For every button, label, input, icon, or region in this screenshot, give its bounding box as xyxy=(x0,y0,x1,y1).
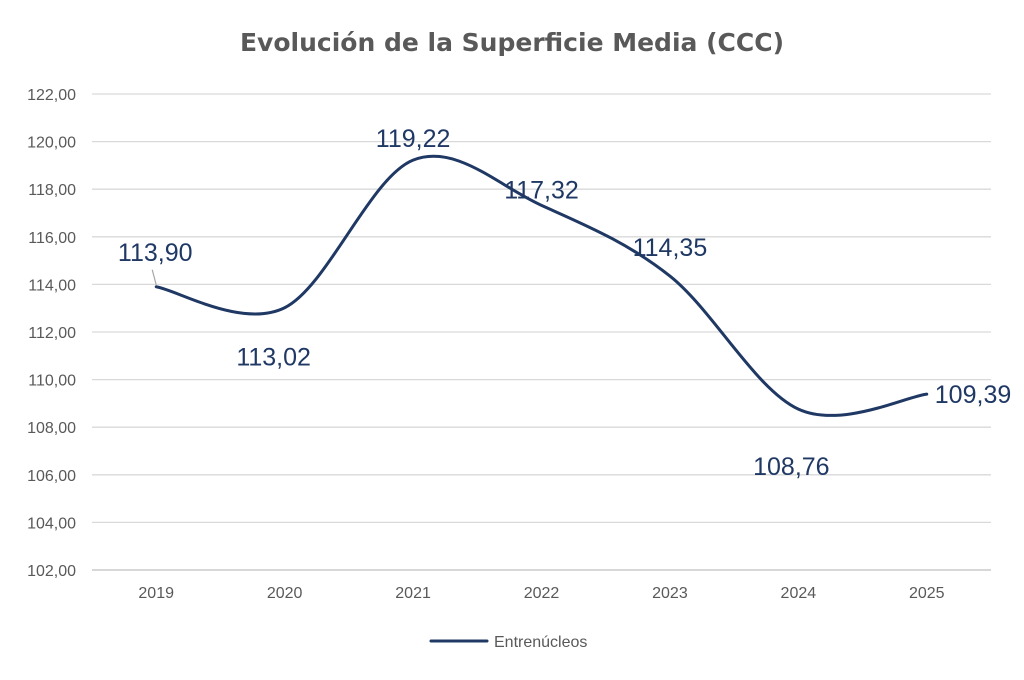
label-leader-line xyxy=(151,269,157,285)
y-tick-label: 112,00 xyxy=(28,325,76,342)
x-tick-label: 2023 xyxy=(652,585,688,602)
x-axis-ticks: 2019 2020 2021 2022 2023 2024 2025 xyxy=(138,585,944,602)
y-tick-label: 122,00 xyxy=(27,87,76,104)
data-label: 119,22 xyxy=(376,125,451,153)
legend-entry-entrenucleos: Entrenúcleos xyxy=(494,634,587,651)
data-label: 114,35 xyxy=(633,234,708,262)
chart-title: Evolución de la Superficie Media (CCC) xyxy=(240,28,784,57)
y-tick-label: 118,00 xyxy=(28,182,76,199)
y-tick-label: 106,00 xyxy=(27,468,76,485)
y-tick-label: 116,00 xyxy=(28,230,76,247)
y-tick-label: 102,00 xyxy=(27,563,76,580)
data-label: 109,39 xyxy=(935,381,1011,409)
x-tick-label: 2022 xyxy=(524,585,560,602)
y-axis-ticks: 102,00 104,00 106,00 108,00 110,00 112,00 114,… xyxy=(27,87,76,580)
data-label: 117,32 xyxy=(504,176,579,204)
data-label: 113,02 xyxy=(236,344,311,372)
series-line-entrenucleos xyxy=(154,154,929,417)
series-layer xyxy=(154,154,929,417)
data-label: 108,76 xyxy=(753,453,829,481)
y-tick-label: 120,00 xyxy=(27,135,76,152)
y-tick-label: 104,00 xyxy=(27,515,76,532)
y-tick-label: 114,00 xyxy=(28,277,76,294)
data-labels: 113,90 113,02 119,22 117,32 114,35 108,76 109,… xyxy=(118,125,1011,481)
y-tick-label: 108,00 xyxy=(27,420,76,437)
x-tick-label: 2019 xyxy=(138,585,174,602)
legend: Entrenúcleos xyxy=(429,634,587,651)
gridlines xyxy=(92,93,991,571)
y-tick-label: 110,00 xyxy=(28,373,76,390)
x-tick-label: 2024 xyxy=(781,585,817,602)
x-tick-label: 2025 xyxy=(909,585,945,602)
x-tick-label: 2021 xyxy=(395,585,431,602)
x-tick-label: 2020 xyxy=(267,585,303,602)
data-label: 113,90 xyxy=(118,239,193,267)
